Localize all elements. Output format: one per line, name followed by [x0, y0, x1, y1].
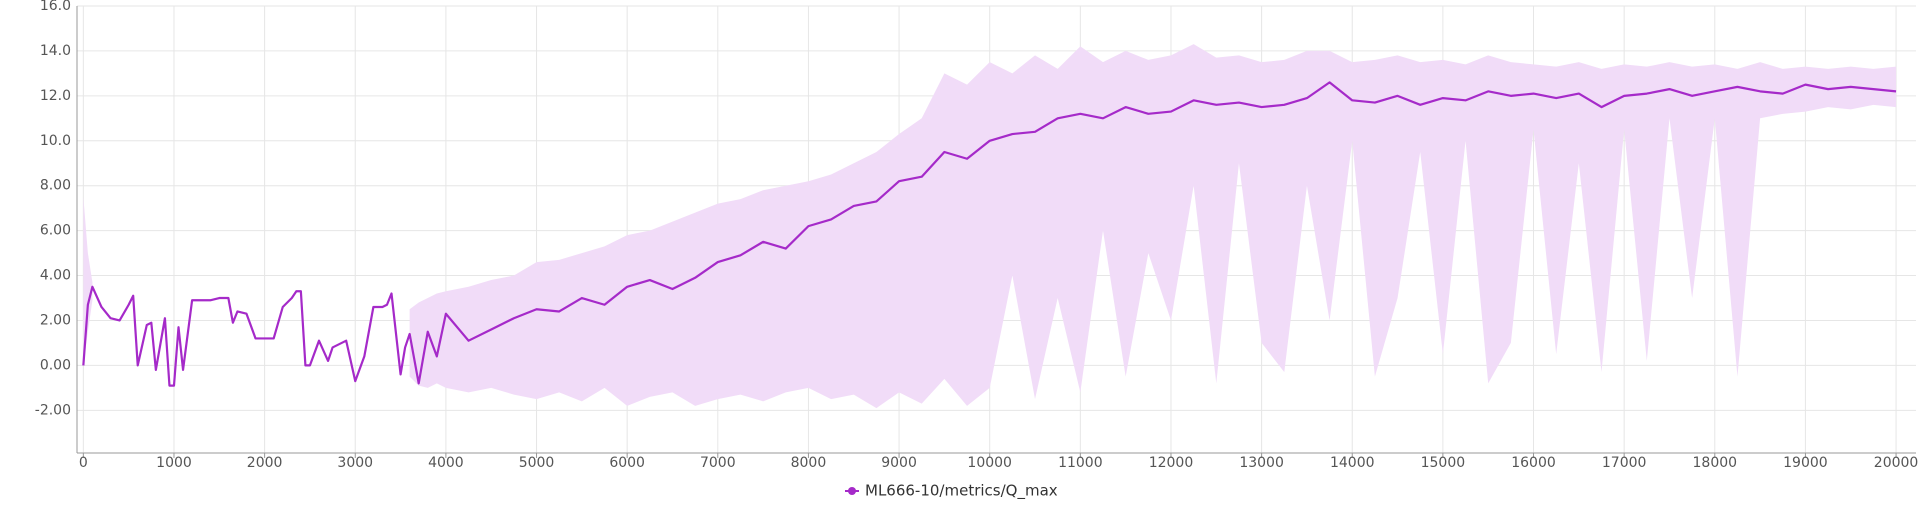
y-tick-label: 4.00 [40, 268, 71, 284]
x-tick-label: 13000 [1239, 455, 1284, 471]
x-tick-label: 6000 [609, 455, 645, 471]
x-tick-label: 4000 [428, 455, 464, 471]
x-tick-label: 7000 [700, 455, 736, 471]
y-tick-label: 0.00 [40, 357, 71, 373]
y-tick-label: 16.0 [40, 0, 71, 14]
x-tick-label: 8000 [791, 455, 827, 471]
x-tick-label: 20000 [1874, 455, 1919, 471]
y-tick-label: 6.00 [40, 223, 71, 239]
x-tick-label: 3000 [337, 455, 373, 471]
x-tick-label: 12000 [1149, 455, 1194, 471]
x-tick-label: 11000 [1058, 455, 1103, 471]
x-tick-label: 0 [79, 455, 88, 471]
x-tick-label: 18000 [1693, 455, 1738, 471]
y-tick-label: 8.00 [40, 178, 71, 194]
x-tick-label: 2000 [247, 455, 283, 471]
x-tick-label: 15000 [1421, 455, 1466, 471]
y-tick-label: 14.0 [40, 43, 71, 59]
x-tick-label: 10000 [967, 455, 1012, 471]
x-tick-label: 16000 [1511, 455, 1556, 471]
legend-label: ML666-10/metrics/Q_max [865, 482, 1058, 501]
x-tick-label: 19000 [1783, 455, 1828, 471]
x-tick-label: 1000 [156, 455, 192, 471]
x-tick-label: 14000 [1330, 455, 1375, 471]
x-tick-label: 9000 [881, 455, 917, 471]
y-tick-label: 10.0 [40, 133, 71, 149]
x-tick-label: 17000 [1602, 455, 1647, 471]
legend-marker [848, 487, 856, 495]
band [83, 44, 1897, 409]
y-tick-label: 12.0 [40, 88, 71, 104]
line [82, 81, 1897, 387]
x-tick-label: 5000 [519, 455, 555, 471]
y-tick-label: 2.00 [40, 312, 71, 328]
legend-item: ML666-10/metrics/Q_max [845, 482, 1058, 501]
y-tick-label: -2.00 [35, 402, 71, 418]
